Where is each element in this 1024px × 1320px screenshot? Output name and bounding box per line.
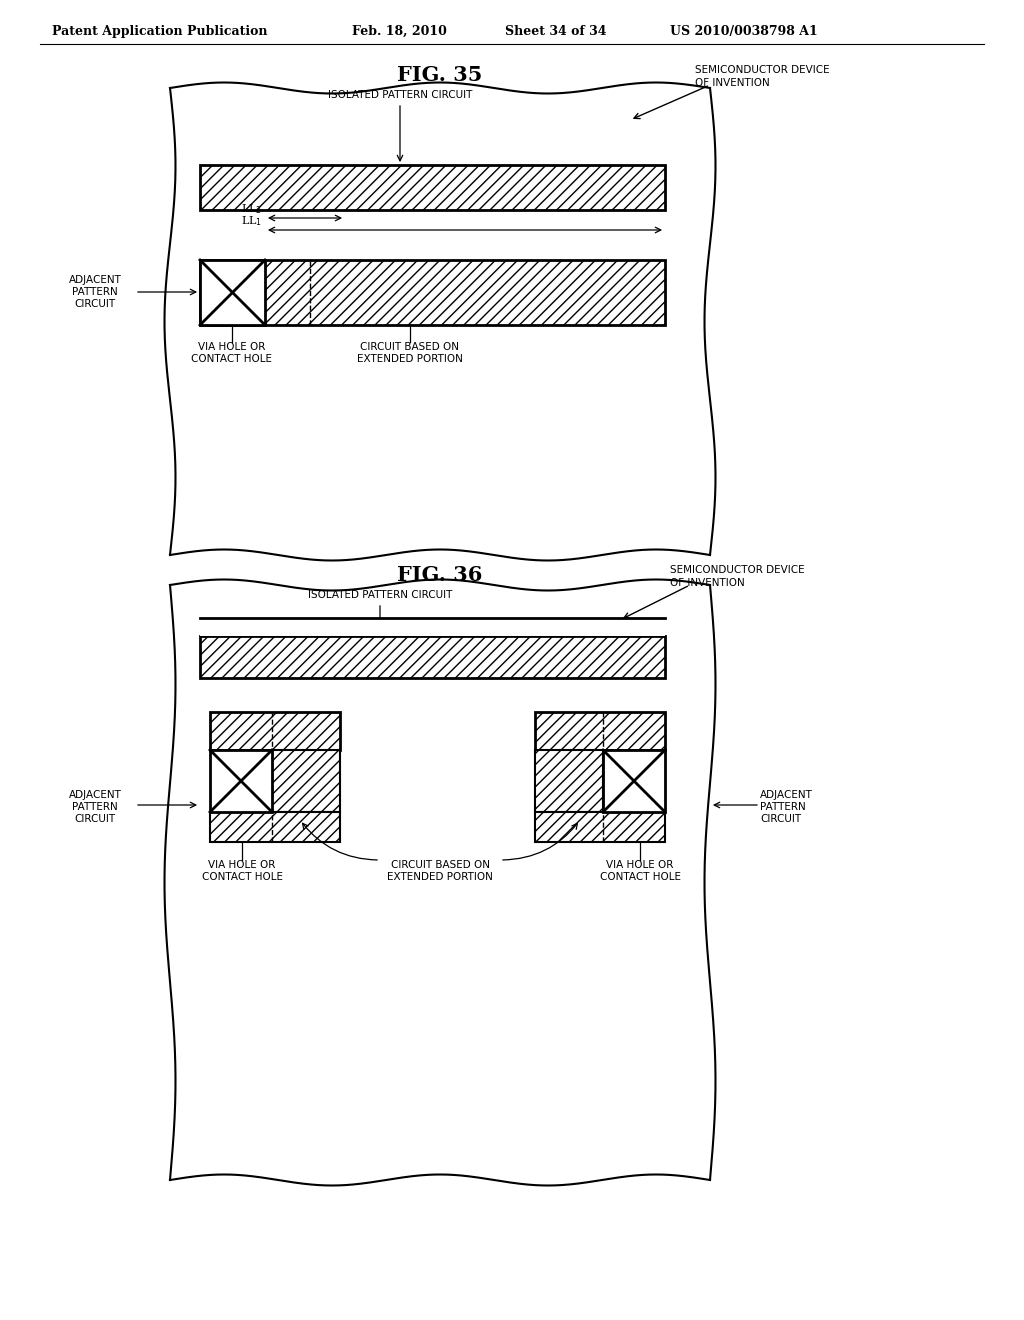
Text: LL$_1$: LL$_1$ [241, 214, 262, 228]
Text: Sheet 34 of 34: Sheet 34 of 34 [505, 25, 606, 38]
Text: FIG. 35: FIG. 35 [397, 65, 482, 84]
Text: Patent Application Publication: Patent Application Publication [52, 25, 267, 38]
Bar [535, 711, 665, 750]
Bar [200, 618, 665, 636]
Bar [200, 636, 665, 678]
Bar [210, 812, 340, 842]
Text: CIRCUIT: CIRCUIT [760, 814, 801, 824]
Bar [210, 711, 340, 750]
Bar [603, 750, 665, 812]
Text: OF INVENTION: OF INVENTION [695, 78, 770, 88]
Bar [200, 260, 665, 325]
Text: CIRCUIT: CIRCUIT [75, 300, 116, 309]
Text: FIG. 36: FIG. 36 [397, 565, 482, 585]
Text: EXTENDED PORTION: EXTENDED PORTION [357, 354, 463, 364]
Text: VIA HOLE OR: VIA HOLE OR [606, 861, 674, 870]
Bar [200, 260, 265, 325]
Bar [210, 750, 272, 812]
Bar [535, 812, 665, 842]
Text: LL$_2$: LL$_2$ [241, 202, 262, 216]
Text: ISOLATED PATTERN CIRCUIT: ISOLATED PATTERN CIRCUIT [328, 90, 472, 100]
Text: Feb. 18, 2010: Feb. 18, 2010 [352, 25, 446, 38]
Bar [272, 750, 340, 812]
Text: ADJACENT: ADJACENT [69, 275, 122, 285]
Text: SEMICONDUCTOR DEVICE: SEMICONDUCTOR DEVICE [695, 65, 829, 75]
Text: VIA HOLE OR: VIA HOLE OR [208, 861, 275, 870]
Bar [535, 750, 603, 812]
Text: VIA HOLE OR: VIA HOLE OR [199, 342, 265, 352]
Text: CIRCUIT BASED ON: CIRCUIT BASED ON [390, 861, 489, 870]
Text: ADJACENT: ADJACENT [69, 789, 122, 800]
Text: ISOLATED PATTERN CIRCUIT: ISOLATED PATTERN CIRCUIT [308, 590, 453, 601]
Text: PATTERN: PATTERN [760, 803, 806, 812]
Text: PATTERN: PATTERN [72, 803, 118, 812]
Text: EXTENDED PORTION: EXTENDED PORTION [387, 873, 493, 882]
Text: ADJACENT: ADJACENT [760, 789, 813, 800]
Text: CONTACT HOLE: CONTACT HOLE [202, 873, 283, 882]
Text: CIRCUIT: CIRCUIT [75, 814, 116, 824]
Bar [200, 165, 665, 210]
Text: US 2010/0038798 A1: US 2010/0038798 A1 [670, 25, 818, 38]
Text: CONTACT HOLE: CONTACT HOLE [599, 873, 681, 882]
Text: OF INVENTION: OF INVENTION [670, 578, 744, 587]
Text: CIRCUIT BASED ON: CIRCUIT BASED ON [360, 342, 460, 352]
Text: CONTACT HOLE: CONTACT HOLE [191, 354, 272, 364]
Text: SEMICONDUCTOR DEVICE: SEMICONDUCTOR DEVICE [670, 565, 805, 576]
Text: PATTERN: PATTERN [72, 286, 118, 297]
